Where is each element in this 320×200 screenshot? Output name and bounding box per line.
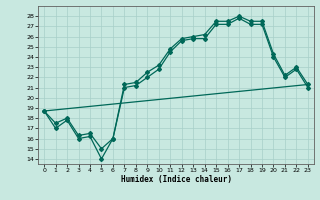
X-axis label: Humidex (Indice chaleur): Humidex (Indice chaleur) — [121, 175, 231, 184]
